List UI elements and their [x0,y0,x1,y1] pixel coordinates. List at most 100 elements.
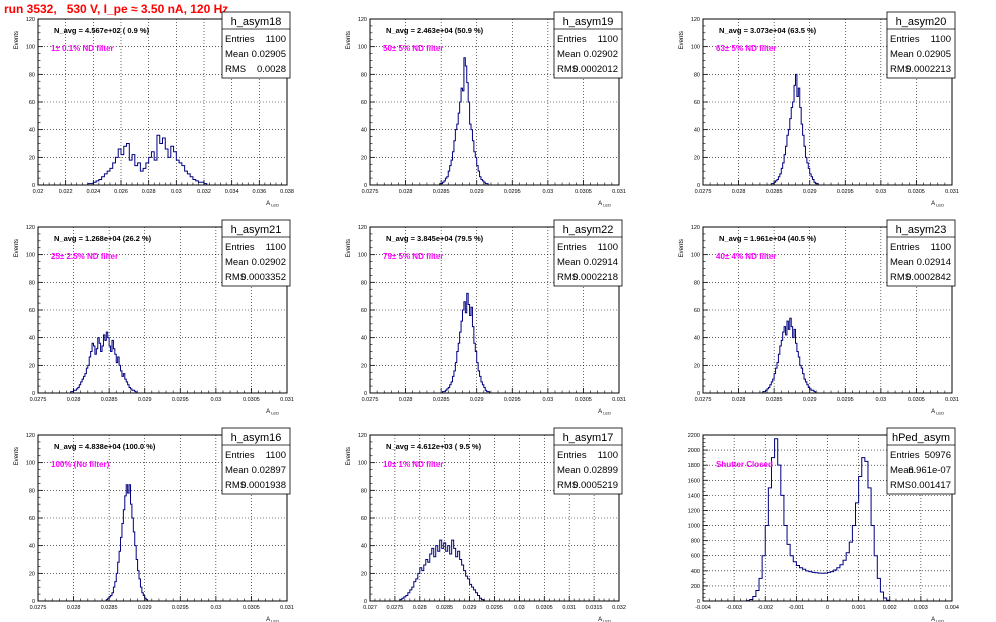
y-tick-label: 100 [691,45,700,51]
y-tick-label: 120 [26,17,35,23]
x-tick-label: 0.03 [542,189,553,195]
y-tick-label: 120 [26,225,35,231]
stats-box [221,11,291,79]
filter-annotation: 25± 2.5% ND filter [51,252,118,261]
y-tick-label: 40 [361,336,367,342]
filter-annotation: 63± 5% ND filter [716,44,776,53]
y-axis-label: Events [679,239,685,257]
filter-annotation: 1± 0.1% ND filter [51,44,114,53]
stats-value-rms: 0.0002012 [573,64,618,75]
y-tick-label: 60 [29,308,35,314]
stats-label-mean: Mean [890,465,914,476]
x-tick-label: 0.0295 [486,605,503,611]
x-tick-label: 0 [826,605,829,611]
y-tick-label: 1600 [688,478,700,484]
y-tick-label: 1000 [688,524,700,530]
navg-annotation: N_avg = 4.612e+03 ( 9.5 %) [386,442,482,451]
y-tick-label: 80 [694,280,700,286]
x-tick-label: 0.029 [463,605,477,611]
x-tick-label: 0.0305 [575,189,592,195]
x-tick-label: 0.032 [612,605,626,611]
x-tick-label: 0.028 [732,189,746,195]
y-tick-label: 60 [694,100,700,106]
stats-label-rms: RMS [557,272,578,283]
x-axis-label: A LED [266,617,279,622]
histogram-panel-h_asym20: 0.0275 0.028 0.0285 0.029 0.0295 0.03 0.0305 0.… [679,11,959,208]
stats-label-entries: Entries [557,242,587,253]
stats-label-entries: Entries [890,34,920,45]
x-tick-label: 0.0275 [695,189,712,195]
stats-label-mean: Mean [225,465,249,476]
stats-label-rms: RMS [890,64,911,75]
stats-label-entries: Entries [890,242,920,253]
stats-value-rms: 0.0003352 [241,272,286,283]
histogram-series-hPed_asym [746,438,891,602]
y-tick-label: 60 [29,516,35,522]
x-tick-label: 0.031 [280,605,294,611]
y-tick-label: 120 [26,433,35,439]
y-tick-label: 0 [697,391,700,397]
stats-box [886,427,956,495]
y-tick-label: 0 [364,391,367,397]
y-tick-label: 60 [694,308,700,314]
y-tick-label: 600 [691,554,700,560]
stats-value-mean: 0.02905 [917,49,951,60]
y-tick-label: 80 [361,280,367,286]
x-tick-label: 0.028 [399,189,413,195]
y-tick-label: 120 [691,17,700,23]
x-tick-label: 0.0275 [362,189,379,195]
filter-annotation: 50± 5% ND filter [383,44,443,53]
y-tick-label: 120 [358,17,367,23]
stats-value-mean: 0.02899 [584,465,618,476]
x-tick-label: 0.0285 [436,605,453,611]
stats-value-rms: 0.0002842 [906,272,951,283]
filter-annotation: 10± 1% ND filter [383,460,443,469]
stats-value-entries: 1100 [598,450,618,461]
x-tick-label: 0.0275 [695,397,712,403]
y-tick-label: 80 [29,72,35,78]
y-tick-label: 20 [29,363,35,369]
stats-box [886,219,956,287]
x-axis-label: A LED [931,201,944,208]
x-tick-label: 0.0285 [433,189,450,195]
x-tick-label: 0.0295 [172,397,189,403]
y-tick-label: 80 [29,488,35,494]
y-tick-label: 100 [26,461,35,467]
y-tick-label: 60 [361,516,367,522]
x-axis-label: A LED [931,617,944,622]
x-axis-label: A LED [931,409,944,416]
filter-annotation: Shutter Closed [716,460,773,469]
stats-value-rms: 0.001417 [911,480,951,491]
stats-label-rms: RMS [225,480,246,491]
histogram-series-h_asym18 [87,134,208,185]
stats-value-rms: 0.0001938 [241,480,286,491]
stats-value-mean: 0.02897 [252,465,286,476]
x-tick-label: 0.0285 [766,397,783,403]
x-tick-label: 0.0305 [536,605,553,611]
stats-value-entries: 1100 [931,34,951,45]
filter-annotation: 40± 4% ND filter [716,252,776,261]
x-tick-label: 0.0285 [101,397,118,403]
x-tick-label: 0.0305 [908,189,925,195]
y-tick-label: 60 [361,100,367,106]
histogram-series-h_asym21 [70,331,137,393]
x-tick-label: 0.0305 [908,397,925,403]
x-axis-label: A LED [266,201,279,208]
histogram-series-h_asym16 [105,484,149,601]
histogram-panel-h_asym16: 0.0275 0.028 0.0285 0.029 0.0295 0.03 0.0305 0.… [14,427,294,622]
x-tick-label: 0.022 [59,189,73,195]
histogram-title: h_asym20 [896,16,947,28]
y-tick-label: 0 [697,599,700,605]
x-tick-label: 0.03 [210,397,221,403]
histogram-series-h_asym20 [770,73,819,185]
x-tick-label: 0.028 [142,189,156,195]
x-tick-label: 0.0295 [837,189,854,195]
stats-value-entries: 1100 [266,34,286,45]
x-tick-label: 0.026 [114,189,128,195]
y-tick-label: 400 [691,569,700,575]
histogram-panel-hPed_asym: -0.004 -0.003 -0.002 -0.001 0 0.001 0.002 0.003… [688,427,959,622]
x-tick-label: 0.0315 [586,605,603,611]
x-tick-label: 0.038 [280,189,294,195]
x-tick-label: 0.031 [945,397,959,403]
x-tick-label: 0.03 [171,189,182,195]
